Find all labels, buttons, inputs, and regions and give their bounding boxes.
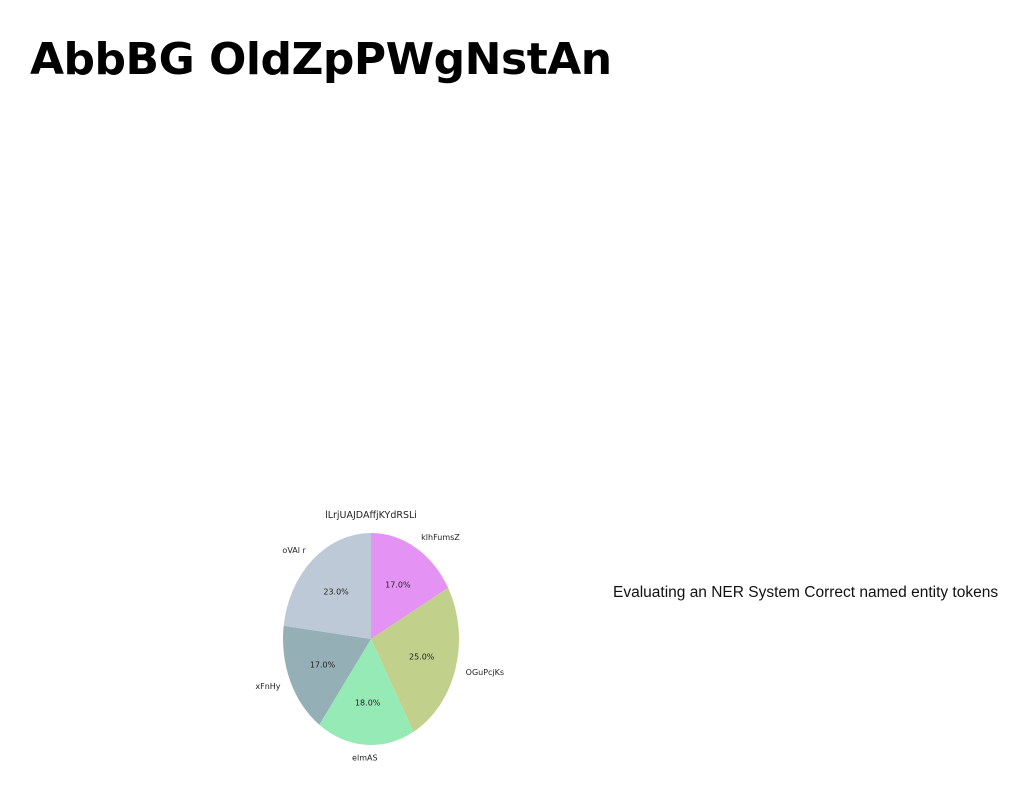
chart-title: lLrjUAJDAffjKYdRSLi — [325, 510, 417, 521]
pie-slice-4 — [283, 533, 371, 639]
pie-slice-3 — [283, 625, 371, 725]
side-text: Evaluating an NER System Correct named e… — [613, 584, 999, 601]
pie-slice-1 — [371, 587, 459, 732]
pie-slice-0 — [371, 533, 449, 639]
pie-slice-2 — [319, 639, 414, 745]
pie-pct-label-2: 18.0% — [355, 698, 381, 707]
pie-pct-label-1: 25.0% — [409, 653, 435, 662]
pie-pct-label-3: 17.0% — [310, 660, 336, 669]
pie-category-label-1: OGuPcjKs — [466, 668, 504, 677]
pie-category-label-0: klhFumsZ — [421, 533, 460, 542]
pie-category-label-4: oVAl r — [282, 546, 306, 555]
page-title: AbbBG OldZpPWgNstAn — [30, 34, 612, 85]
pie-category-label-3: xFnHy — [255, 682, 280, 691]
pie-pct-label-4: 23.0% — [323, 587, 349, 596]
pie-pct-label-0: 17.0% — [385, 580, 411, 589]
pie-category-label-2: elmAS — [352, 753, 378, 762]
